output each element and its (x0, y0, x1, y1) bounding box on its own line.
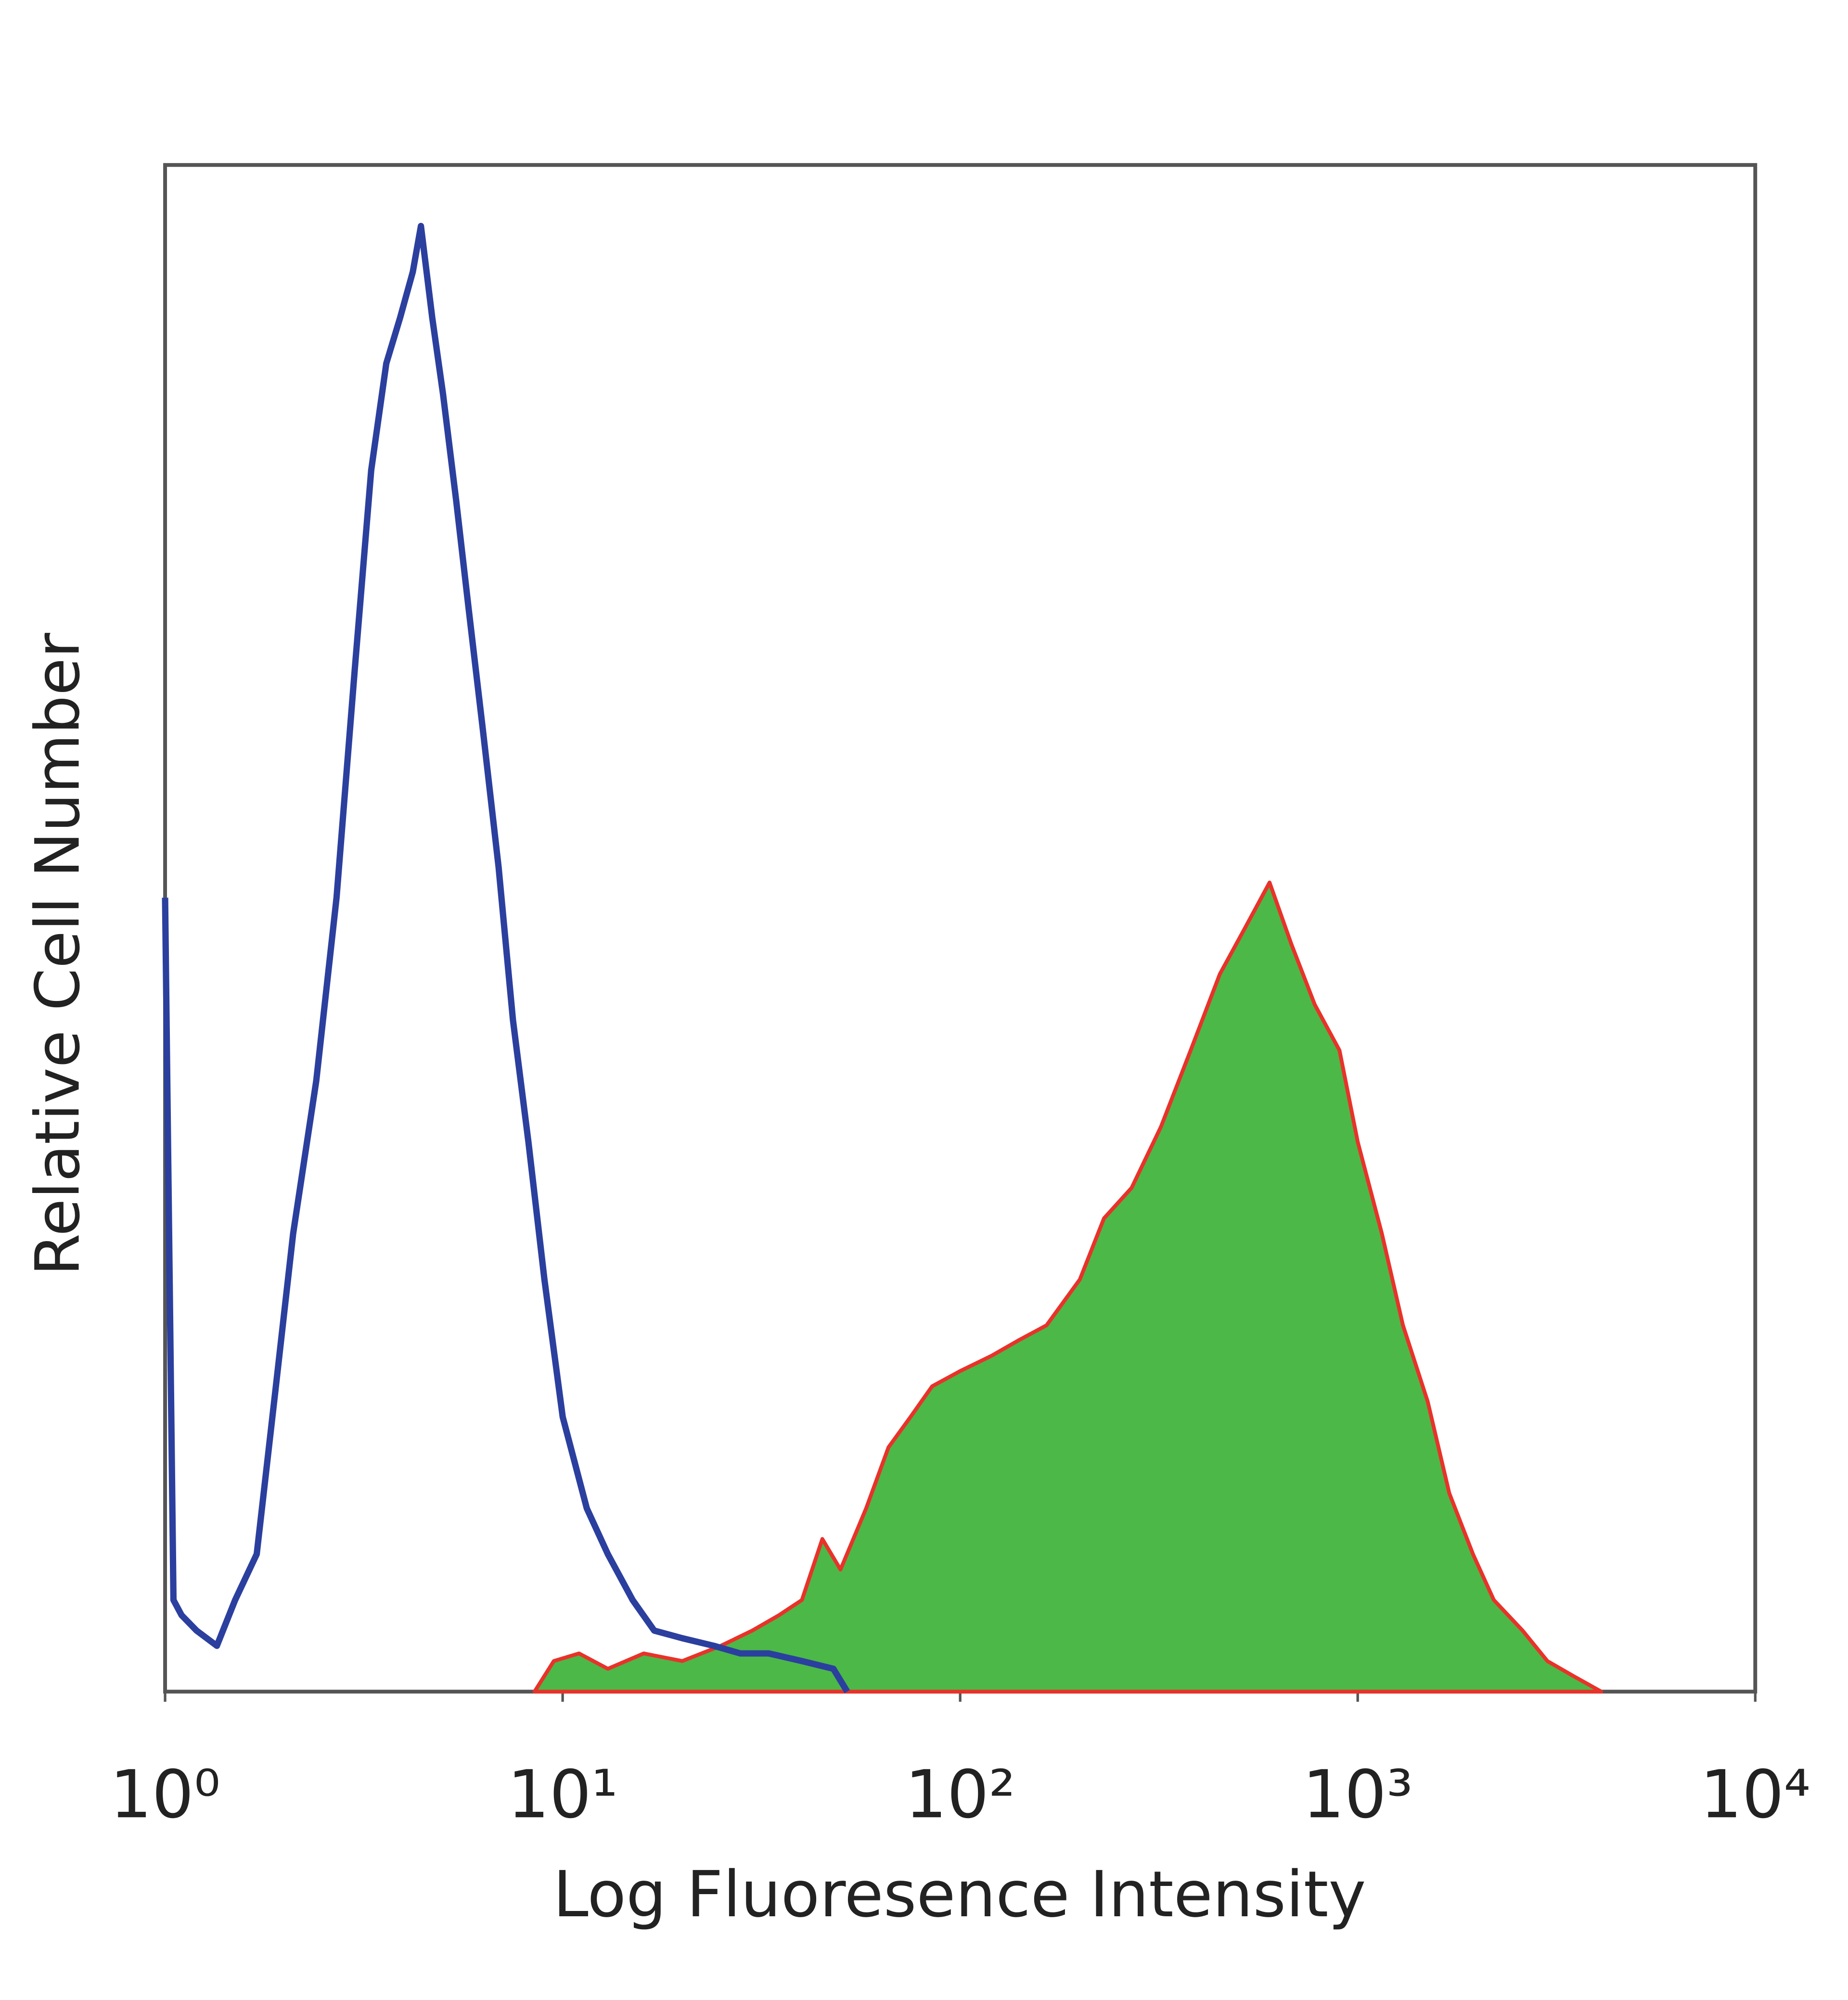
y-axis-title: Relative Cell Number (23, 632, 93, 1276)
histogram-area (532, 880, 1604, 1694)
x-tick-label: 10⁰ (110, 1756, 220, 1833)
x-tick-label: 10² (905, 1756, 1015, 1833)
x-tick-label: 10¹ (507, 1756, 617, 1833)
histogram-line (162, 223, 850, 1693)
x-tick-label: 10⁴ (1700, 1756, 1810, 1833)
x-axis-title: Log Fluoresence Intensity (553, 1858, 1366, 1932)
x-tick-label: 10³ (1302, 1756, 1412, 1833)
